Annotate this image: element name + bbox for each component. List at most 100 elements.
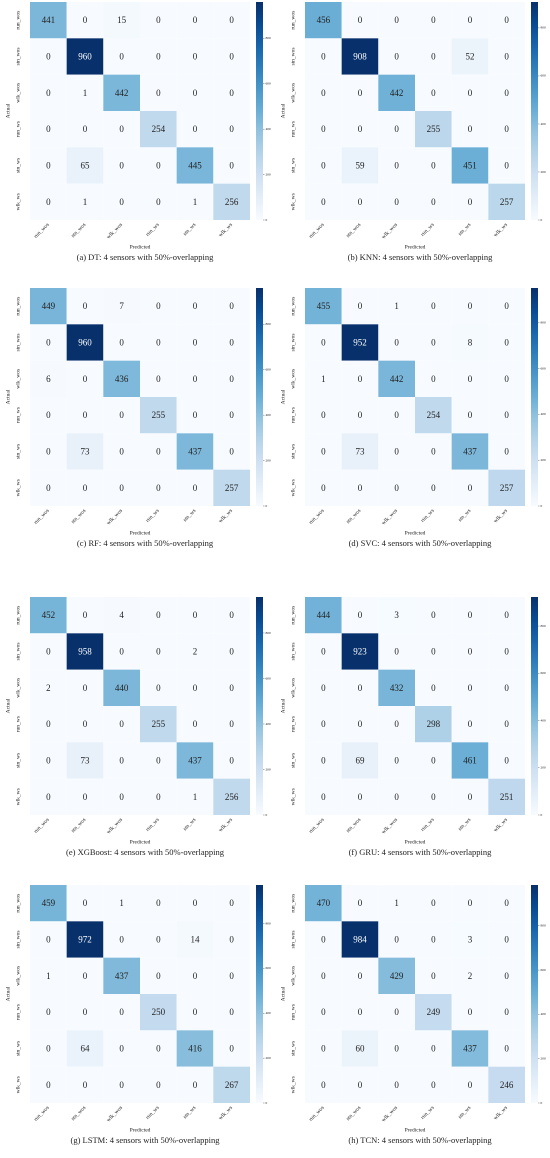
colorbar-tick-label: 600 (541, 968, 547, 972)
y-tick-label: stn_ws (15, 753, 21, 768)
cell-value: 0 (46, 483, 51, 493)
y-tick-label: run_wos (290, 297, 296, 316)
cell-value: 0 (394, 197, 399, 207)
cell (30, 433, 67, 470)
cell-value: 2 (468, 971, 473, 981)
x-tick-label: stn_ws (457, 222, 472, 237)
cell-value: 0 (504, 971, 509, 981)
cell-value: 0 (156, 483, 161, 493)
cell (415, 469, 452, 506)
cell (176, 288, 214, 325)
x-tick-label: wlk_ws (218, 817, 234, 833)
cell-value: 0 (119, 52, 124, 62)
cell-value: 0 (321, 719, 326, 729)
cell (176, 74, 214, 111)
colorbar-tick-label: 0 (266, 504, 268, 508)
cell-value: 0 (358, 792, 363, 802)
cell-value: 1 (394, 301, 399, 311)
cell (213, 706, 250, 743)
cell-value: 442 (390, 374, 404, 384)
colorbar-tick-label: 400 (541, 718, 547, 722)
cell-value: 452 (42, 610, 56, 620)
cell-value: 15 (117, 15, 127, 25)
cell-value: 0 (504, 683, 509, 693)
cell-value: 0 (119, 410, 124, 420)
cell-value: 0 (321, 756, 326, 766)
cell (140, 111, 177, 148)
cell-value: 449 (42, 301, 56, 311)
x-tick-label: wlk_wos (381, 817, 399, 835)
x-tick-label: stn_wos (70, 508, 87, 525)
y-tick-label: wlk_ws (290, 193, 296, 210)
cell-value: 0 (83, 683, 88, 693)
cell (378, 360, 415, 397)
cell (488, 324, 525, 361)
cell (176, 324, 214, 361)
cell (341, 288, 379, 325)
cell-value: 923 (353, 647, 367, 657)
cell (176, 706, 214, 743)
cell-value: 0 (156, 52, 161, 62)
cell-value: 298 (427, 719, 441, 729)
x-tick-label: stn_ws (182, 508, 197, 523)
cell (341, 111, 379, 148)
cell-value: 0 (504, 88, 509, 98)
x-tick-label: run_ws (420, 222, 436, 238)
colorbar-tick-label: 600 (266, 966, 272, 970)
cell-value: 461 (463, 756, 477, 766)
cell-value: 429 (390, 971, 404, 981)
x-tick-label: wlk_wos (381, 222, 399, 240)
cell (488, 957, 525, 994)
cell-value: 14 (191, 935, 201, 945)
cell (213, 1030, 250, 1067)
cell (66, 397, 104, 434)
cell-value: 442 (390, 88, 404, 98)
cell (451, 885, 489, 922)
y-tick-label: stn_wos (15, 642, 21, 660)
cell (341, 742, 379, 779)
cell (415, 288, 452, 325)
x-axis-label: Predicted (130, 530, 151, 536)
cell (30, 1030, 67, 1067)
cell (451, 183, 489, 220)
cell-value: 0 (321, 683, 326, 693)
cell (305, 183, 342, 220)
cell (415, 1066, 452, 1103)
y-tick-label: stn_wos (15, 333, 21, 351)
cell-value: 64 (81, 1044, 91, 1054)
cell (451, 469, 489, 506)
cell-value: 0 (431, 610, 436, 620)
cell-value: 0 (504, 447, 509, 457)
colorbar-tick-label: 0 (541, 504, 543, 508)
cell (213, 433, 250, 470)
cell-value: 0 (358, 124, 363, 134)
y-tick-label: run_ws (15, 716, 21, 732)
colorbar-tick-label: 200 (541, 766, 547, 770)
y-tick-label: stn_ws (290, 1041, 296, 1056)
cell (451, 111, 489, 148)
cell-value: 0 (229, 756, 234, 766)
colorbar-tick-label: 400 (541, 412, 547, 416)
cell (176, 921, 214, 958)
cell (140, 397, 177, 434)
y-tick-label: wlk_ws (15, 193, 21, 210)
colorbar-tick-label: 600 (266, 82, 272, 86)
cell (488, 921, 525, 958)
cell (378, 147, 415, 184)
cell-value: 0 (193, 301, 198, 311)
cell (378, 885, 415, 922)
cell (305, 706, 342, 743)
cell-value: 0 (119, 1044, 124, 1054)
x-axis-label: Predicted (405, 1127, 426, 1133)
cell (415, 1030, 452, 1067)
cell (30, 742, 67, 779)
cell-value: 0 (321, 483, 326, 493)
cell-value: 0 (46, 1080, 51, 1090)
cell-value: 0 (358, 483, 363, 493)
cell (103, 778, 140, 815)
x-tick-label: wlk_wos (381, 508, 399, 526)
cell-value: 432 (390, 683, 404, 693)
cell (30, 885, 67, 922)
x-tick-label: run_wos (308, 508, 326, 526)
x-tick-label: wlk_ws (493, 508, 509, 524)
